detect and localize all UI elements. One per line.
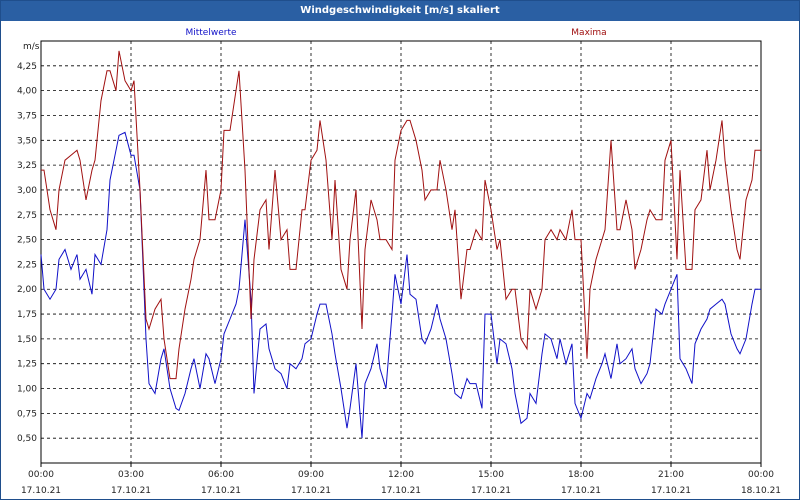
y-tick-label: 3,75: [17, 111, 37, 121]
y-tick-label: 2,50: [17, 236, 37, 246]
series: [40, 50, 761, 439]
y-tick-label: 3,00: [17, 186, 37, 196]
x-tick-date-label: 17.10.21: [21, 486, 61, 496]
x-tick-time-label: 09:00: [298, 470, 324, 480]
series-line-mittelwerte: [40, 131, 761, 439]
y-tick-label: 0,50: [17, 434, 37, 444]
y-tick-label: 3,25: [17, 161, 37, 171]
y-tick-label: 2,75: [17, 211, 37, 221]
x-tick-date-label: 17.10.21: [471, 486, 511, 496]
y-tick-label: 4,00: [17, 87, 37, 97]
y-tick-label: 2,25: [17, 260, 37, 270]
x-tick-date-label: 17.10.21: [291, 486, 331, 496]
y-tick-label: 0,75: [17, 409, 37, 419]
legend-maxima: Maxima: [571, 28, 606, 38]
x-tick-date-label: 17.10.21: [201, 486, 241, 496]
x-tick-time-label: 00:00: [28, 470, 54, 480]
x-tick-date-label: 18.10.21: [741, 486, 781, 496]
x-tick-time-label: 12:00: [388, 470, 414, 480]
wind-speed-chart: 4,25 4,00 3,75 3,50 3,25 3,00 2,75 2,50 2,25 2,00…: [17, 28, 781, 496]
y-axis-unit-label: m/s: [23, 42, 40, 52]
x-tick-time-label: 21:00: [658, 470, 684, 480]
x-tick-time-label: 03:00: [118, 470, 144, 480]
axes: 4,25 4,00 3,75 3,50 3,25 3,00 2,75 2,50 2,25 2,00…: [17, 40, 781, 496]
x-tick-date-label: 17.10.21: [381, 486, 421, 496]
x-tick-time-label: 06:00: [208, 470, 234, 480]
series-line-maxima: [41, 50, 761, 380]
y-tick-label: 3,50: [17, 136, 37, 146]
y-tick-label: 4,25: [17, 62, 37, 72]
x-tick-date-label: 17.10.21: [651, 486, 691, 496]
x-tick-time-label: 00:00: [748, 470, 774, 480]
x-tick-date-label: 17.10.21: [561, 486, 601, 496]
x-tick-date-label: 17.10.21: [111, 486, 151, 496]
y-tick-label: 1,25: [17, 360, 37, 370]
y-tick-label: 2,00: [17, 285, 37, 295]
y-tick-label: 1,50: [17, 335, 37, 345]
x-tick-time-label: 18:00: [568, 470, 594, 480]
y-tick-label: 1,75: [17, 310, 37, 320]
x-tick-time-label: 15:00: [478, 470, 504, 480]
grid: [41, 41, 761, 463]
legend-mittelwerte: Mittelwerte: [185, 28, 236, 38]
y-tick-label: 1,00: [17, 385, 37, 395]
window-title: Windgeschwindigkeit [m/s] skaliert: [1, 1, 799, 21]
